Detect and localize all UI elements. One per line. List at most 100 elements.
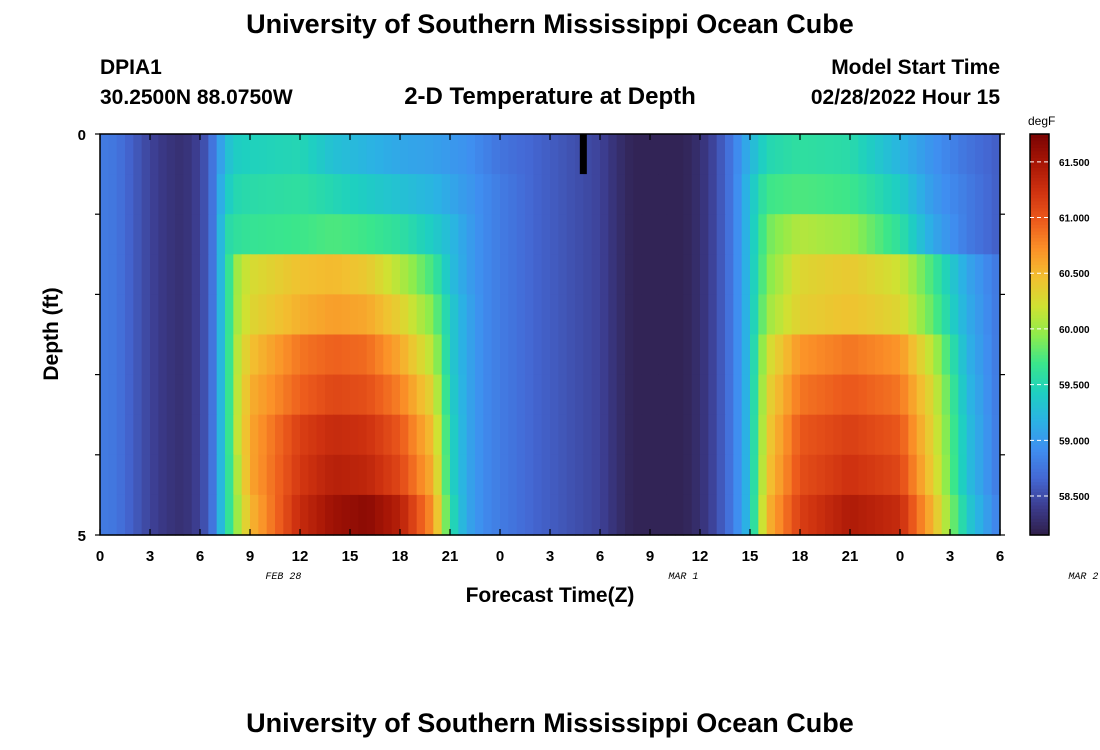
heatmap-cell [925,414,934,456]
heatmap-cell [816,414,826,456]
heatmap-cell [408,454,418,496]
colorbar-segment [1030,154,1049,158]
heatmap-cell [116,294,126,336]
heatmap-cell [533,374,543,416]
heatmap-cell [566,254,576,295]
heatmap-cell [141,374,151,416]
heatmap-cell [675,454,684,496]
heatmap-cell [941,214,951,255]
heatmap-cell [416,494,426,536]
colorbar-segment [1030,361,1049,366]
x-tick-label: 18 [392,548,409,565]
heatmap-cell [816,374,826,416]
heatmap-cell [783,454,793,496]
heatmap-cell [850,174,859,215]
heatmap-cell [733,454,743,496]
heatmap-cell [533,134,543,175]
heatmap-cell [258,454,268,496]
heatmap-cell [100,414,109,456]
heatmap-cell [391,134,401,175]
heatmap-cell [358,334,368,376]
heatmap-cell [116,174,126,215]
heatmap-cell [975,334,984,376]
heatmap-cell [791,494,801,536]
heatmap-cell [925,294,934,336]
heatmap-cell [758,134,768,175]
heatmap-cell [366,134,376,175]
heatmap-cell [550,214,559,255]
heatmap-cell [633,374,643,416]
colorbar-segment [1030,324,1049,329]
heatmap-cell [875,414,884,456]
heatmap-cell [316,254,326,295]
heatmap-cell [716,494,726,536]
heatmap-cell [441,174,451,215]
heatmap-cell [175,334,184,376]
heatmap-cell [175,174,184,215]
heatmap-cell [583,174,593,215]
heatmap-cell [683,414,693,456]
heatmap-cell [591,334,601,376]
heatmap-cell [166,454,176,496]
heatmap-cell [841,494,851,536]
heatmap-cell [366,454,376,496]
heatmap-cell [258,374,268,416]
heatmap-cell [641,414,651,456]
heatmap-cell [383,294,393,336]
heatmap-cell [575,214,584,255]
colorbar-segment [1030,474,1049,479]
heatmap-cell [775,374,784,416]
x-axis: 0 3 6 9 12 15 18 21 0 3 6 9 12 15 18 21 0 3 6 FEB 28 MAR 1 MA… [96,134,1098,583]
colorbar-segment [1030,421,1049,426]
heatmap-cell [666,134,676,175]
heatmap-cell [450,134,459,175]
heatmap-cell [641,454,651,496]
heatmap-cell [541,374,551,416]
heatmap-cell [600,214,609,255]
heatmap-cell [191,254,201,295]
heatmap-cell [683,254,693,295]
heatmap-cell [591,174,601,215]
colorbar-segment [1030,160,1049,165]
heatmap-cell [950,494,959,536]
heatmap-cell [283,374,293,416]
heatmap-cell [741,414,751,456]
heatmap-cell [700,334,709,376]
heatmap-cell [325,174,334,215]
heatmap-cell [775,254,784,295]
heatmap-cell [633,494,643,536]
colorbar: 58.500 59.000 59.500 60.000 60.500 61.000 61.5… [1028,114,1090,536]
heatmap-cell [758,494,768,536]
heatmap-cell [416,454,426,496]
heatmap-cell [141,134,151,175]
heatmap-cell [291,414,301,456]
heatmap-cell [200,174,209,215]
heatmap-cell [350,334,359,376]
heatmap-cell [525,494,534,536]
heatmap-cell [133,454,143,496]
heatmap-cell [566,334,576,376]
colorbar-segment [1030,468,1049,473]
heatmap-cell [833,374,843,416]
heatmap-cell [308,454,318,496]
heatmap-cell [766,414,776,456]
heatmap-cell [841,254,851,295]
heatmap-cell [891,174,901,215]
heatmap-cell [450,214,459,255]
heatmap-cell [183,294,193,336]
heatmap-cell [250,214,259,255]
heatmap-cell [491,214,501,255]
heatmap-cell [216,454,226,496]
colorbar-segment [1030,137,1049,142]
heatmap-cell [158,334,168,376]
heatmap-cell [983,214,993,255]
heatmap-cell [433,414,443,456]
heatmap-cell [216,334,226,376]
heatmap-cell [741,254,751,295]
x-tick-label: 15 [742,548,759,565]
heatmap-cell [700,134,709,175]
heatmap-cell [400,254,409,295]
heatmap-cell [600,454,609,496]
heatmap-cell [266,334,276,376]
